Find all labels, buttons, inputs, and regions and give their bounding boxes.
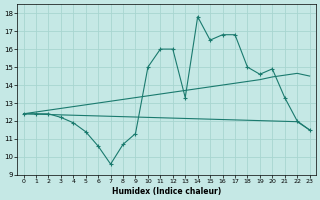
X-axis label: Humidex (Indice chaleur): Humidex (Indice chaleur) bbox=[112, 187, 221, 196]
